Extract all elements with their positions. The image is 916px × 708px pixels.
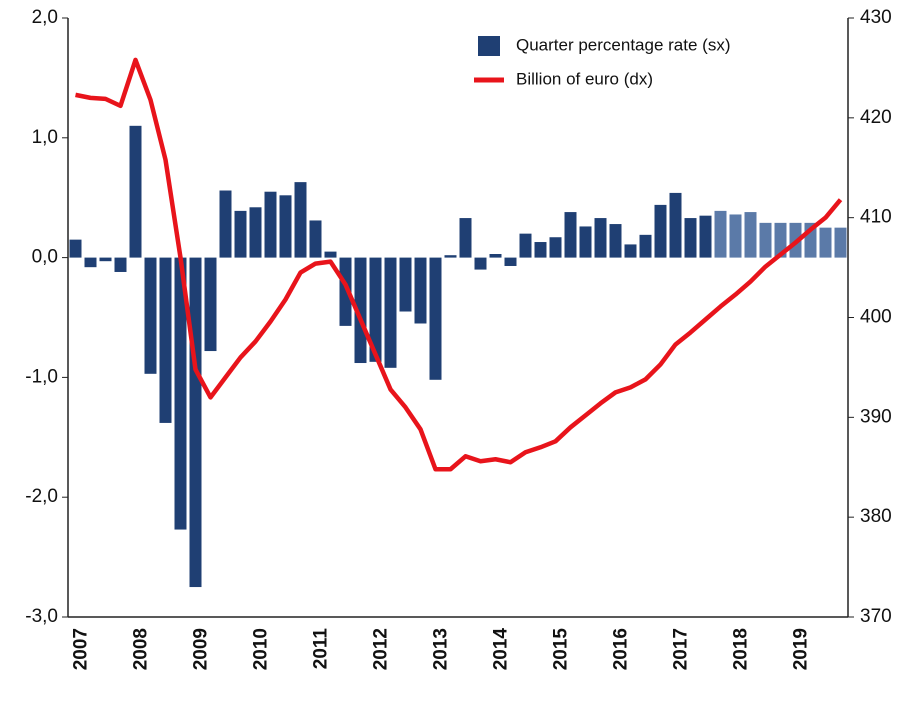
y2-tick-label: 410 <box>860 207 892 228</box>
bar <box>459 218 472 258</box>
bar <box>189 257 202 588</box>
y-tick-label: -2,0 <box>25 486 58 507</box>
y2-tick-label: 380 <box>860 506 892 527</box>
bar <box>399 257 412 312</box>
bar <box>444 255 457 258</box>
bar <box>69 239 82 258</box>
x-tick-label: 2014 <box>491 628 512 671</box>
y-tick-label: 2,0 <box>32 7 58 28</box>
bar <box>834 227 847 258</box>
bar <box>339 257 352 326</box>
bar <box>669 192 682 258</box>
y2-tick-label: 390 <box>860 406 892 427</box>
bar <box>174 257 187 530</box>
bar <box>474 257 487 270</box>
bar <box>819 227 832 258</box>
bar <box>549 237 562 258</box>
y-tick-label: -1,0 <box>25 366 58 387</box>
bar <box>654 204 667 258</box>
bar <box>84 257 97 268</box>
legend-label: Quarter percentage rate (sx) <box>516 35 730 54</box>
bar <box>564 212 577 258</box>
bar <box>279 195 292 258</box>
legend-label: Billion of euro (dx) <box>516 69 653 88</box>
x-tick-label: 2009 <box>191 628 212 670</box>
bar <box>624 244 637 258</box>
bar <box>489 254 502 258</box>
bar <box>729 214 742 258</box>
x-tick-label: 2011 <box>311 628 332 670</box>
y2-tick-label: 370 <box>860 606 892 627</box>
bar <box>744 212 757 258</box>
bar <box>354 257 367 364</box>
bar <box>129 125 142 258</box>
bar <box>639 234 652 258</box>
bar <box>264 191 277 258</box>
y-tick-label: -3,0 <box>25 606 58 627</box>
bar <box>99 257 112 262</box>
y2-tick-label: 430 <box>860 7 892 28</box>
bar <box>384 257 397 368</box>
bar <box>684 218 697 258</box>
bar <box>219 190 232 258</box>
bar <box>594 218 607 258</box>
x-tick-label: 2016 <box>611 628 632 670</box>
y2-tick-label: 400 <box>860 307 892 328</box>
legend-swatch <box>478 36 500 56</box>
bar <box>519 233 532 258</box>
x-tick-label: 2018 <box>731 628 752 670</box>
bar <box>414 257 427 324</box>
x-tick-label: 2008 <box>131 628 152 670</box>
x-tick-label: 2010 <box>251 628 272 670</box>
x-tick-label: 2013 <box>431 628 452 670</box>
bar <box>714 210 727 258</box>
bar <box>504 257 517 266</box>
bar <box>294 182 307 258</box>
x-tick-label: 2017 <box>671 628 692 670</box>
bar <box>774 222 787 258</box>
x-tick-label: 2007 <box>71 628 92 670</box>
bar <box>609 224 622 258</box>
bar <box>759 222 772 258</box>
x-tick-label: 2019 <box>791 628 812 670</box>
bar <box>534 242 547 258</box>
y2-tick-label: 420 <box>860 107 892 128</box>
bar <box>579 226 592 258</box>
bar <box>324 251 337 258</box>
y-tick-label: 1,0 <box>32 127 58 148</box>
bar <box>114 257 127 272</box>
bar <box>699 215 712 258</box>
x-tick-label: 2012 <box>371 628 392 670</box>
bar <box>249 207 262 258</box>
bar <box>234 210 247 258</box>
line <box>75 57 843 472</box>
bar <box>204 257 217 352</box>
bar <box>369 257 382 362</box>
x-tick-label: 2015 <box>551 628 572 671</box>
bar <box>429 257 442 380</box>
bar <box>159 257 172 423</box>
bar <box>309 220 322 258</box>
bar <box>144 257 157 374</box>
y-tick-label: 0,0 <box>32 247 58 268</box>
